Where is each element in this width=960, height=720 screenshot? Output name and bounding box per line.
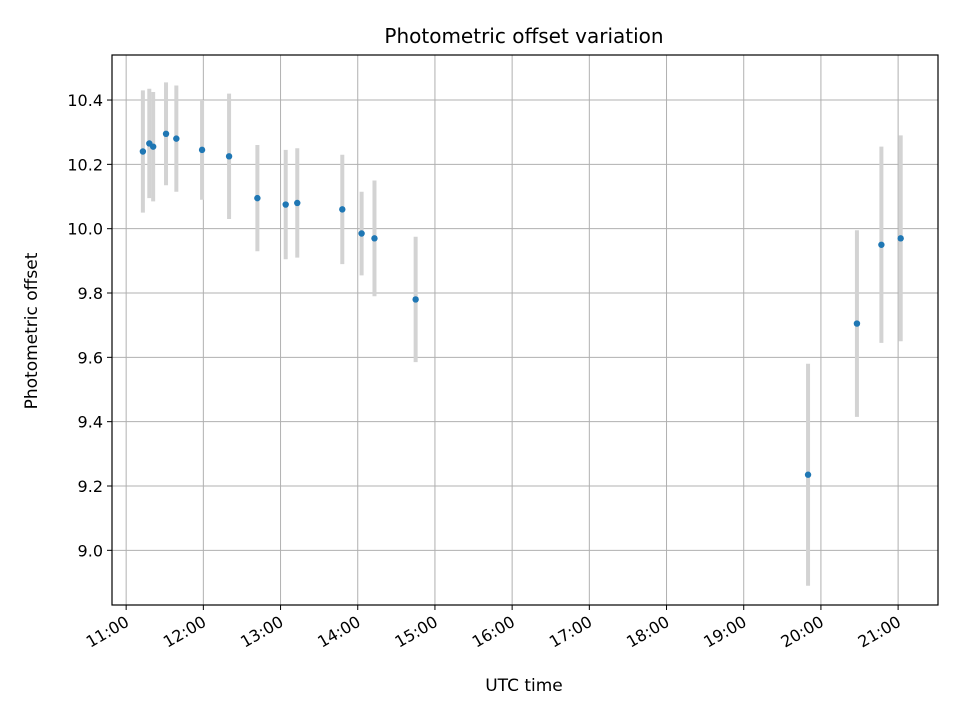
data-point [139, 148, 147, 155]
data-point [162, 130, 170, 138]
x-tick-label: 14:00 [314, 612, 363, 652]
x-axis-label: UTC time [485, 676, 563, 696]
y-tick-label: 10.4 [67, 91, 103, 110]
x-tick-label: 17:00 [546, 612, 595, 652]
chart-title: Photometric offset variation [384, 24, 663, 48]
data-point [173, 135, 180, 142]
error-bars [140, 82, 903, 586]
x-tick-label: 21:00 [855, 612, 904, 652]
data-point [853, 320, 861, 327]
data-point [897, 235, 904, 242]
plot-frame [111, 54, 939, 606]
y-tick-label: 9.2 [78, 477, 103, 496]
data-point [225, 153, 233, 160]
x-tick-label: 15:00 [392, 612, 441, 652]
data-point [804, 471, 812, 478]
data-point [254, 194, 261, 202]
x-tick-label: 20:00 [777, 612, 826, 652]
data-points [139, 130, 904, 478]
data-point [339, 206, 346, 213]
y-tick-label: 9.4 [78, 413, 103, 432]
grid [112, 55, 938, 605]
data-point [371, 235, 378, 242]
data-point [294, 199, 301, 207]
data-point [198, 146, 206, 154]
y-tick-label: 9.6 [78, 348, 103, 367]
y-tick-label: 10.2 [67, 155, 103, 174]
x-tick-label: 19:00 [700, 612, 749, 652]
data-point [149, 143, 157, 150]
y-tick-label: 9.8 [78, 284, 103, 303]
x-tick-label: 12:00 [160, 612, 209, 652]
data-point [412, 296, 419, 303]
y-axis-label: Photometric offset [22, 252, 42, 409]
data-point [358, 230, 365, 237]
x-tick-label: 16:00 [469, 612, 518, 652]
y-axis-ticks: 9.0 9.2 9.4 9.6 9.8 10.0 10.2 10.4 [67, 91, 112, 560]
data-point [878, 241, 885, 248]
x-tick-label: 11:00 [83, 612, 132, 652]
x-axis-ticks: 11:00 12:00 13:00 14:00 15:00 16:00 17:00 18:00… [83, 605, 904, 652]
x-tick-label: 13:00 [237, 612, 286, 652]
x-tick-label: 18:00 [623, 612, 672, 652]
y-tick-label: 9.0 [78, 541, 103, 560]
data-point [282, 201, 289, 208]
y-tick-label: 10.0 [67, 220, 103, 239]
